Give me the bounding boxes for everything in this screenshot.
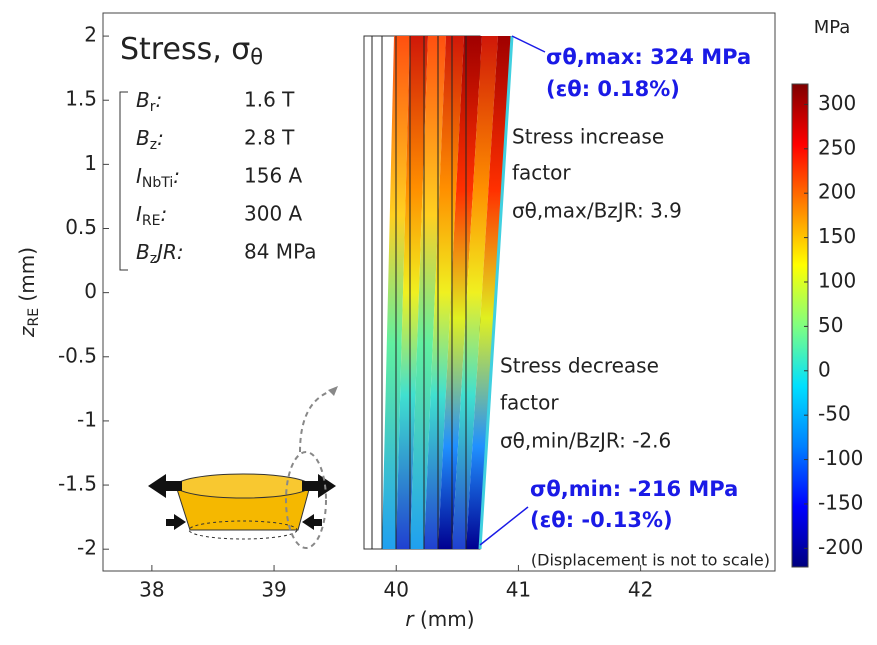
param-sub: NbTi xyxy=(142,175,173,191)
scale-note: (Displacement is not to scale) xyxy=(531,551,770,570)
colorbar-tick-label: -50 xyxy=(818,402,851,426)
colorbar-tick-label: 200 xyxy=(818,180,856,204)
param-label: Bz: xyxy=(136,126,164,154)
param-label: BzJR: xyxy=(136,240,184,268)
x-tick-label: 40 xyxy=(384,578,409,602)
y-label-unit: (mm) xyxy=(15,247,39,308)
x-axis-label: r (mm) xyxy=(405,607,474,631)
y-tick-label: 1.5 xyxy=(65,87,97,111)
y-tick-label: -1 xyxy=(77,407,97,431)
y-label-var: z xyxy=(15,326,39,338)
x-tick-label: 38 xyxy=(139,578,164,602)
title-main: Stress, σ xyxy=(120,32,250,67)
title-sub: θ xyxy=(250,45,263,69)
param-value: 300 A xyxy=(244,202,303,226)
chart-title: Stress, σθ xyxy=(120,32,263,70)
param-sub: z xyxy=(150,137,157,153)
min-annotation: σθ,min: -216 MPa xyxy=(530,477,738,501)
colorbar-tick-label: 50 xyxy=(818,313,843,337)
param-label: IRE: xyxy=(136,202,167,230)
y-axis-label: zRE (mm) xyxy=(15,247,43,338)
max-strain: (εθ: 0.18%) xyxy=(546,77,680,101)
y-tick-label: 0.5 xyxy=(65,215,97,239)
min-strain: (εθ: -0.13%) xyxy=(530,508,673,532)
decrease-line: Stress decrease xyxy=(500,354,659,378)
param-sub: RE xyxy=(142,213,161,229)
param-rest: : xyxy=(156,88,163,112)
stress-field xyxy=(364,36,545,549)
param-symbol: B xyxy=(136,88,150,112)
param-symbol: B xyxy=(136,240,150,264)
y-tick-label: 0 xyxy=(84,279,97,303)
param-rest: JR: xyxy=(153,240,184,264)
colorbar-tick-label: -100 xyxy=(818,446,863,470)
colorbar-tick-label: -150 xyxy=(818,490,863,514)
param-rest: : xyxy=(160,202,167,226)
colorbar-unit: MPa xyxy=(814,17,851,38)
colorbar-tick-label: -200 xyxy=(818,535,863,559)
y-tick-label: -1.5 xyxy=(58,472,97,496)
coil-sketch xyxy=(120,92,338,548)
y-tick-label: 1 xyxy=(84,151,97,175)
param-rest: : xyxy=(173,164,180,188)
param-rest: : xyxy=(157,126,164,150)
x-tick-label: 41 xyxy=(506,578,531,602)
y-tick-label: -0.5 xyxy=(58,343,97,367)
colorbar-tick-label: 0 xyxy=(818,357,831,381)
decrease-line: factor xyxy=(500,391,559,415)
chart: Stress, σθ Br: 1.6 T Bz: 2.8 T INbTi: 156 A IR… xyxy=(0,0,877,641)
increase-line: Stress increase xyxy=(512,125,664,149)
param-label: Br: xyxy=(136,88,162,116)
y-label-sub: RE xyxy=(26,308,42,327)
param-value: 84 MPa xyxy=(244,240,316,264)
param-symbol: B xyxy=(136,126,150,150)
x-tick-label: 42 xyxy=(628,578,653,602)
colorbar-tick-label: 300 xyxy=(818,91,856,115)
param-value: 2.8 T xyxy=(244,126,295,150)
x-label-unit: (mm) xyxy=(414,607,475,631)
decrease-line: σθ,min/BzJR: -2.6 xyxy=(500,429,671,453)
colorbar xyxy=(792,84,808,567)
max-annotation: σθ,max: 324 MPa xyxy=(546,45,751,69)
param-label: INbTi: xyxy=(136,164,180,192)
param-sub: z xyxy=(150,251,157,267)
param-value: 1.6 T xyxy=(244,88,295,112)
colorbar-tick-label: 250 xyxy=(818,135,856,159)
param-value: 156 A xyxy=(244,164,303,188)
x-tick-label: 39 xyxy=(261,578,286,602)
increase-line: factor xyxy=(512,161,571,185)
y-tick-label: -2 xyxy=(77,536,97,560)
colorbar-tick-label: 150 xyxy=(818,224,856,248)
y-tick-label: 2 xyxy=(84,23,97,47)
colorbar-tick-label: 100 xyxy=(818,268,856,292)
increase-line: σθ,max/BzJR: 3.9 xyxy=(512,199,682,223)
